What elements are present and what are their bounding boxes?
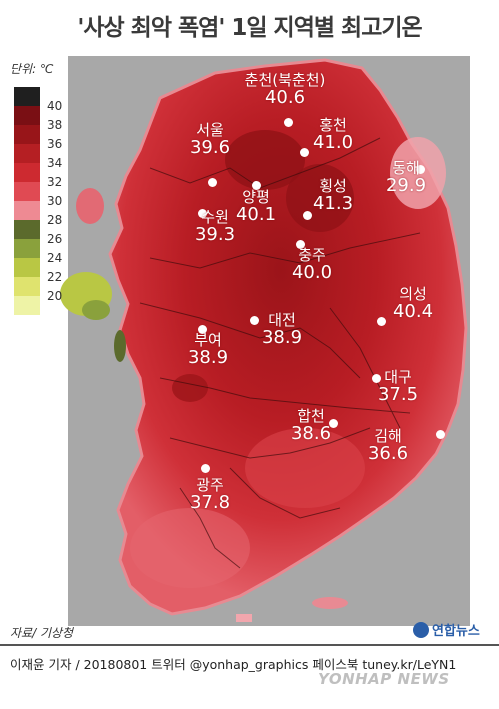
west-island-hot bbox=[76, 188, 104, 224]
city-label: 동해 29.9 bbox=[378, 159, 434, 196]
credit-line: 이재윤 기자 / 20180801 트위터 @yonhap_graphics 페… bbox=[10, 657, 457, 672]
city-marker-dot bbox=[329, 419, 338, 428]
city-marker-dot bbox=[300, 148, 309, 157]
city-marker-dot bbox=[208, 178, 217, 187]
city-name: 김해 bbox=[374, 427, 402, 445]
yonhap-logo: 연합뉴스 bbox=[413, 620, 480, 639]
city-label: 충주 40.0 bbox=[282, 246, 342, 283]
city-marker-dot bbox=[377, 317, 386, 326]
city-temperature: 37.5 bbox=[377, 383, 419, 405]
city-marker-dot bbox=[416, 165, 425, 174]
city-temperature: 40.4 bbox=[392, 300, 434, 322]
footer-divider bbox=[0, 644, 499, 646]
city-name: 춘천(북춘천) bbox=[244, 71, 326, 89]
legend-tick-label: 22 bbox=[47, 270, 63, 284]
city-marker-dot bbox=[250, 316, 259, 325]
temperature-map bbox=[0, 48, 499, 628]
city-marker-dot bbox=[296, 240, 305, 249]
city-name: 수원 bbox=[201, 208, 229, 226]
legend-swatch bbox=[14, 144, 40, 163]
legend-swatch bbox=[14, 296, 40, 315]
city-name: 의성 bbox=[399, 285, 427, 303]
legend-tick-label: 32 bbox=[47, 175, 63, 189]
source-label: 자료/ 기상청 bbox=[10, 626, 74, 640]
province-borders bbox=[139, 137, 421, 569]
city-label: 합천 38.6 bbox=[283, 407, 339, 444]
legend-swatch bbox=[14, 106, 40, 125]
legend-swatch bbox=[14, 277, 40, 296]
city-label: 홍천 41.0 bbox=[305, 116, 361, 153]
legend-tick-label: 34 bbox=[47, 156, 63, 170]
legend-swatch bbox=[14, 258, 40, 277]
city-marker-dot bbox=[198, 325, 207, 334]
city-label: 광주 37.8 bbox=[182, 476, 238, 513]
city-label: 대전 38.9 bbox=[254, 311, 310, 348]
legend-tick-label: 38 bbox=[47, 118, 63, 132]
city-name: 합천 bbox=[297, 407, 325, 425]
legend-tick-label: 24 bbox=[47, 251, 63, 265]
city-name: 서울 bbox=[196, 121, 224, 139]
city-marker-dot bbox=[372, 374, 381, 383]
city-name: 횡성 bbox=[319, 177, 347, 195]
city-label: 횡성 41.3 bbox=[303, 177, 363, 214]
city-name: 대전 bbox=[268, 311, 296, 329]
city-label: 서울 39.6 bbox=[180, 121, 240, 158]
city-temperature: 40.6 bbox=[264, 86, 306, 108]
legend-tick-label: 30 bbox=[47, 194, 63, 208]
city-label: 양평 40.1 bbox=[226, 188, 286, 225]
legend-swatch bbox=[14, 201, 40, 220]
city-name: 부여 bbox=[194, 331, 222, 349]
city-temperature: 40.0 bbox=[291, 261, 333, 283]
city-marker-dot bbox=[201, 464, 210, 473]
city-temperature: 41.3 bbox=[312, 192, 354, 214]
city-temperature: 38.9 bbox=[261, 326, 303, 348]
legend-swatch bbox=[14, 163, 40, 182]
legend-swatch bbox=[14, 220, 40, 239]
legend-tick-label: 20 bbox=[47, 289, 63, 303]
watermark: YONHAP NEWS bbox=[318, 670, 450, 688]
legend-tick-label: 36 bbox=[47, 137, 63, 151]
city-temperature: 41.0 bbox=[312, 131, 354, 153]
city-label: 김해 36.6 bbox=[360, 427, 416, 464]
city-temperature: 39.3 bbox=[194, 223, 236, 245]
legend-swatch bbox=[14, 182, 40, 201]
city-temperature: 38.9 bbox=[187, 346, 229, 368]
city-label: 대구 37.5 bbox=[370, 368, 426, 405]
city-name: 양평 bbox=[242, 188, 270, 206]
city-name: 광주 bbox=[196, 476, 224, 494]
city-marker-dot bbox=[252, 181, 261, 190]
city-label: 의성 40.4 bbox=[385, 285, 441, 322]
legend-swatch bbox=[14, 239, 40, 258]
city-label: 수원 39.3 bbox=[185, 208, 245, 245]
city-marker-dot bbox=[436, 430, 445, 439]
city-temperature: 29.9 bbox=[385, 174, 427, 196]
legend-swatch bbox=[14, 125, 40, 144]
city-temperature: 39.6 bbox=[189, 136, 231, 158]
legend-unit-label: 단위: ℃ bbox=[10, 62, 54, 76]
city-temperature: 36.6 bbox=[367, 442, 409, 464]
legend-swatch bbox=[14, 87, 40, 106]
legend-tick-label: 26 bbox=[47, 232, 63, 246]
city-name: 동해 bbox=[392, 159, 420, 177]
legend-tick-label: 40 bbox=[47, 99, 63, 113]
city-temperature: 38.6 bbox=[290, 422, 332, 444]
city-label: 춘천(북춘천) 40.6 bbox=[230, 71, 340, 108]
city-name: 홍천 bbox=[319, 116, 347, 134]
city-marker-dot bbox=[198, 209, 207, 218]
city-marker-dot bbox=[284, 118, 293, 127]
city-label: 부여 38.9 bbox=[180, 331, 236, 368]
legend-tick-label: 28 bbox=[47, 213, 63, 227]
city-name: 대구 bbox=[384, 368, 412, 386]
page-title: '사상 최악 폭염' 1일 지역별 최고기온 bbox=[77, 15, 422, 41]
city-temperature: 37.8 bbox=[189, 491, 231, 513]
city-name: 충주 bbox=[298, 246, 326, 264]
city-temperature: 40.1 bbox=[235, 203, 277, 225]
yonhap-logo-icon bbox=[413, 621, 429, 638]
city-marker-dot bbox=[303, 211, 312, 220]
